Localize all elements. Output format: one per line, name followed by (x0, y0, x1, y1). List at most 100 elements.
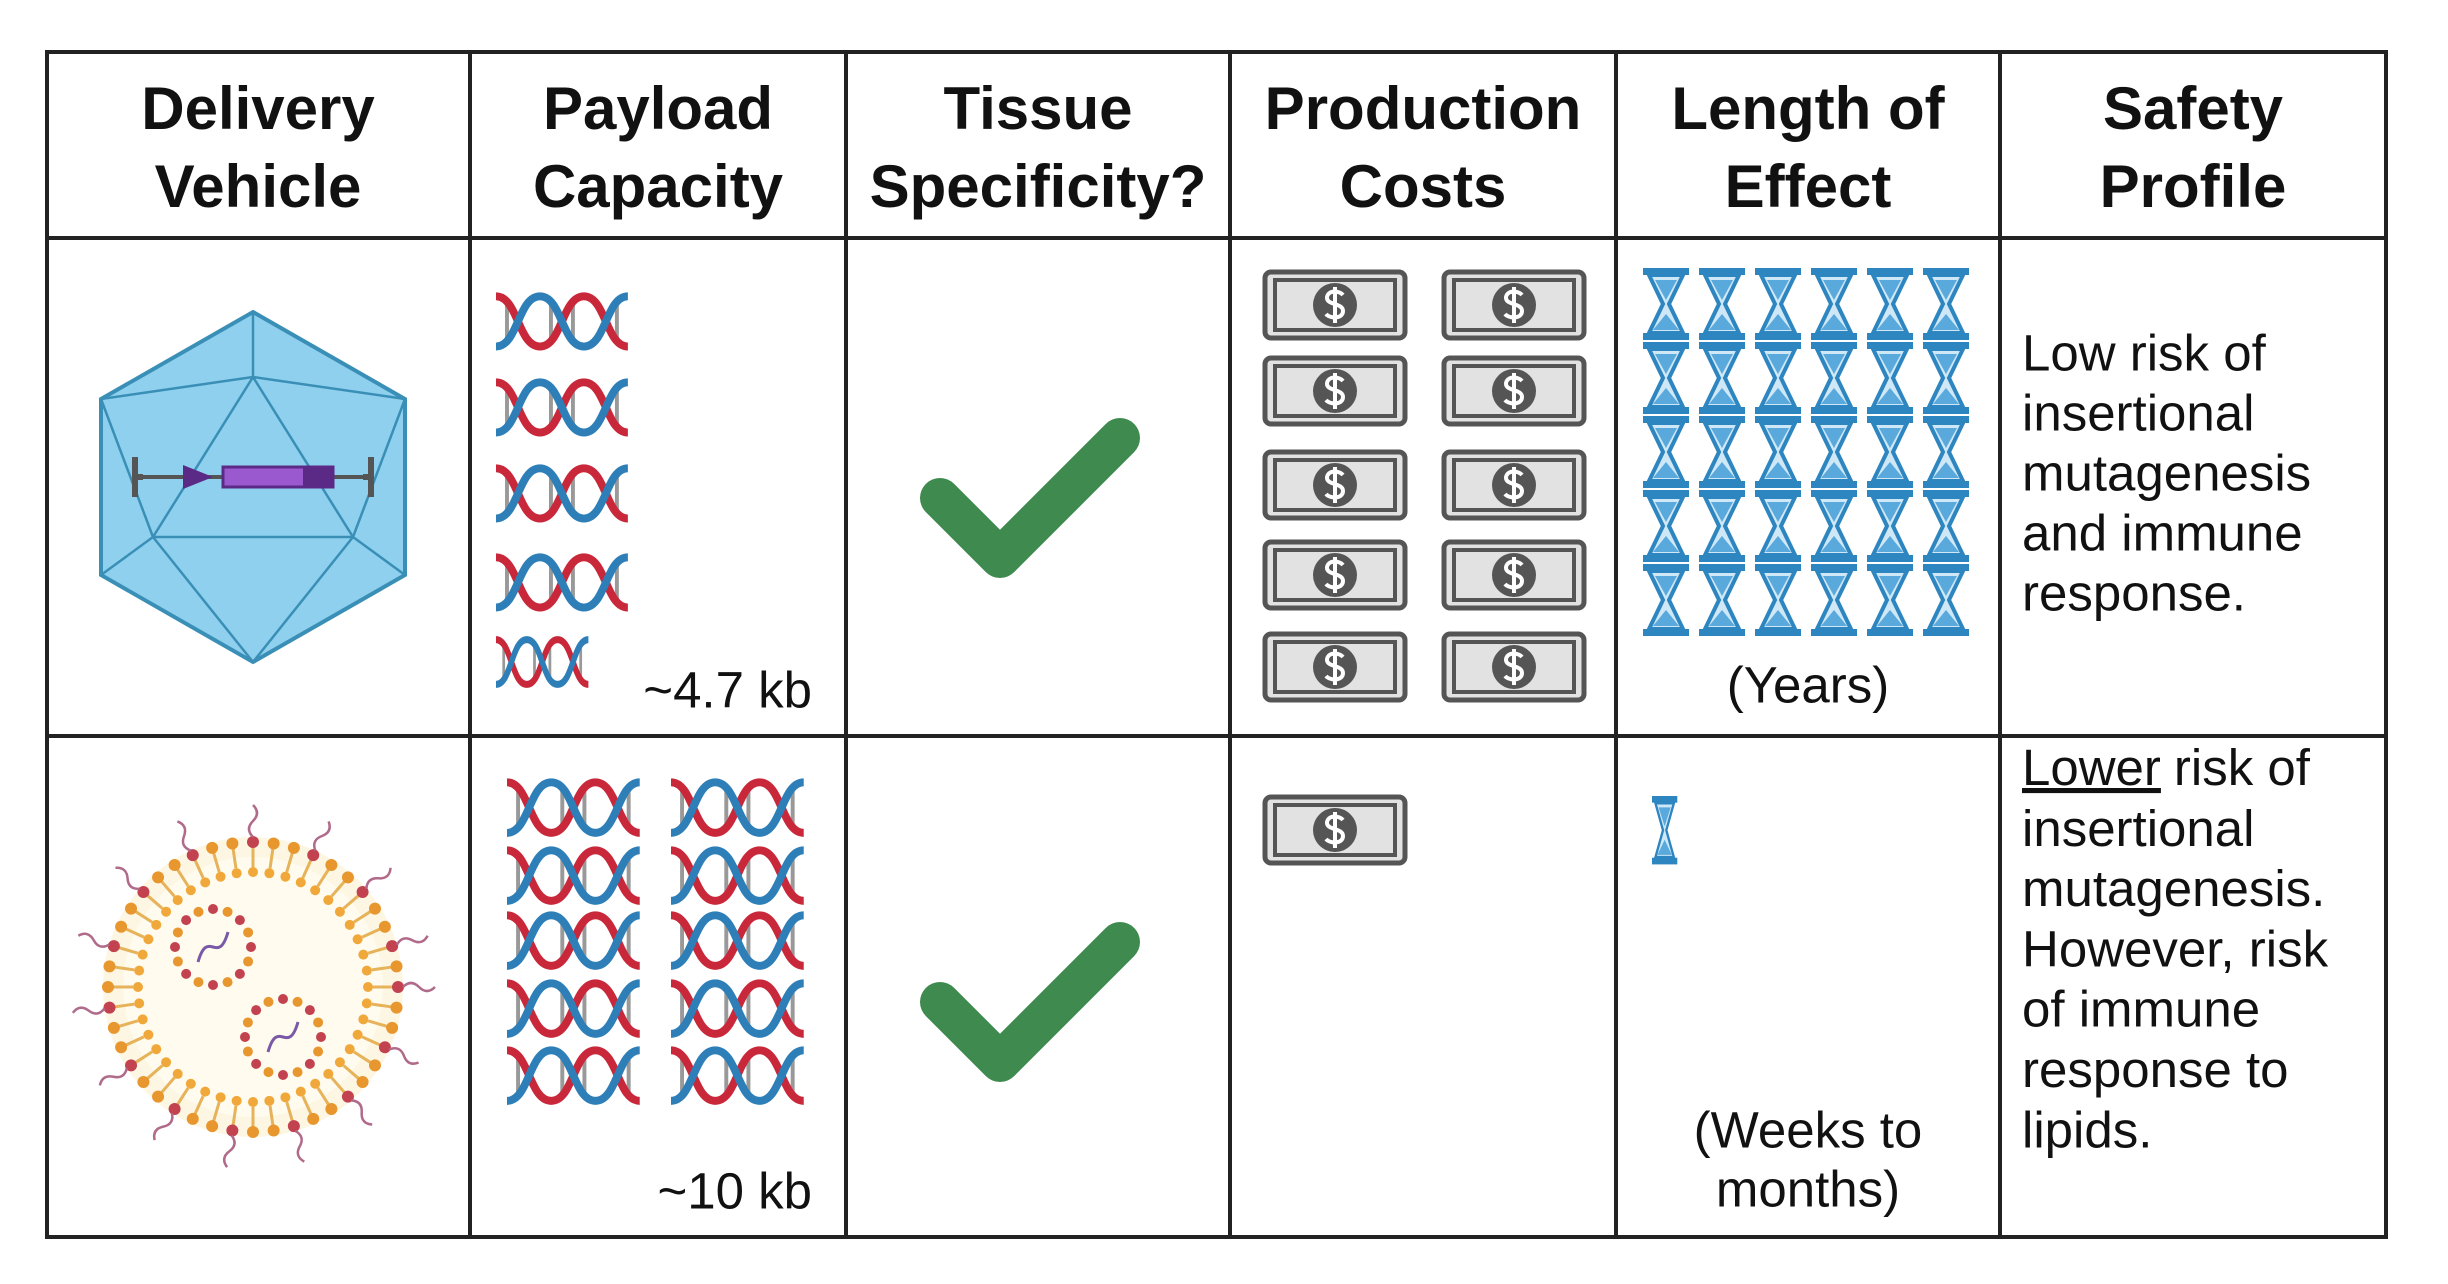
lipid-head (358, 1014, 369, 1025)
lipid-head (378, 920, 391, 933)
lipid-head (115, 1041, 128, 1054)
inner-lipid (263, 1067, 274, 1078)
lipid-head (310, 1078, 321, 1089)
lipid-head (103, 1001, 116, 1014)
lipid-head (344, 1044, 355, 1055)
safety-text: response. (2022, 564, 2246, 621)
lipid-head (344, 919, 355, 930)
lipid-head (356, 1075, 369, 1088)
safety-text-rest: risk of (2174, 739, 2311, 796)
lipid-head (172, 1068, 183, 1079)
aav-capsid-icon (99, 309, 407, 665)
lipid-head (358, 949, 369, 960)
lipid-head (231, 1095, 242, 1106)
lipid-head (168, 859, 181, 872)
lipid-tail (212, 852, 221, 873)
lipid-head (185, 885, 196, 896)
hourglass-icon (1641, 414, 1691, 490)
inner-lipid (313, 1017, 324, 1028)
hourglass-icon (1865, 562, 1915, 638)
duration-label: (Weeks to (1694, 1101, 1923, 1158)
lipid-head (361, 998, 372, 1009)
lipid-head (248, 867, 258, 877)
lipid-head (352, 1029, 363, 1040)
lipid-head (323, 1068, 334, 1079)
lipid-head (133, 982, 143, 992)
hourglass-icon (1697, 266, 1747, 342)
lipid-tail (367, 1019, 388, 1028)
safety-text: and immune (2022, 504, 2303, 561)
lipid-head (280, 871, 291, 882)
hourglass-icon (1697, 340, 1747, 416)
lipid-tail (160, 1076, 176, 1094)
hourglass-icon (1865, 414, 1915, 490)
lipid-tail (193, 859, 205, 879)
lipid-head (390, 1001, 403, 1014)
lipid-head (323, 895, 334, 906)
inner-lipid (316, 1032, 326, 1042)
lipid-head (334, 906, 345, 917)
column-header: Tissue (944, 75, 1133, 142)
lipid-head (185, 1078, 196, 1089)
dna-icon (507, 915, 640, 966)
lipid-nanoparticle-icon (71, 804, 436, 1168)
dna-icon (496, 557, 628, 607)
inner-lipid (251, 1058, 262, 1069)
lipid-tail (316, 868, 330, 887)
lipid-tail (114, 965, 135, 972)
column-header: Delivery (141, 75, 375, 142)
lipid-head (186, 1112, 199, 1125)
inner-lipid (243, 956, 254, 967)
peg-chain (115, 866, 140, 891)
lipid-head (152, 1090, 165, 1103)
money-icon (1265, 634, 1405, 700)
lipid-tail (176, 868, 190, 887)
hourglass-icon (1865, 340, 1915, 416)
lipid-head (307, 1112, 320, 1125)
money-icon (1265, 272, 1405, 338)
inner-lipid (222, 906, 233, 917)
check-icon (940, 942, 1120, 1062)
lipid-tail (301, 1095, 313, 1115)
column-header: Payload (543, 75, 773, 142)
hourglass-icon (1753, 414, 1803, 490)
peg-chain (98, 1067, 129, 1086)
money-icon (1444, 452, 1584, 518)
dna-icon (496, 640, 588, 685)
lipid-head (325, 859, 338, 872)
lipid-tail (301, 859, 313, 879)
inner-lipid (278, 1070, 288, 1080)
duration-label: months) (1716, 1160, 1900, 1217)
lipid-head (206, 841, 219, 854)
lipid-tail (146, 1064, 164, 1080)
money-icon (1265, 452, 1405, 518)
lipid-tail (118, 1019, 139, 1028)
peg-chain (395, 935, 429, 946)
hourglass-icon (1865, 266, 1915, 342)
inner-lipid (246, 942, 256, 952)
lipid-tail (330, 880, 346, 898)
peg-chain (71, 1006, 106, 1015)
lipid-tail (160, 880, 176, 898)
transgene-cassette (132, 457, 374, 497)
lipid-head (248, 1097, 258, 1107)
hourglass-icon (1921, 266, 1971, 342)
column-header: Specificity? (870, 153, 1207, 220)
lipid-head (226, 837, 239, 850)
lipid-tail (231, 1105, 238, 1126)
dna-icon (671, 1050, 804, 1101)
hourglass-icon (1809, 488, 1859, 564)
emphasis: Lower (2022, 739, 2161, 796)
lipid-head (143, 934, 154, 945)
peg-chain (77, 932, 110, 948)
dna-icon (496, 382, 628, 432)
inner-lipid (193, 977, 204, 988)
lipid-head (247, 1126, 259, 1138)
safety-text: However, risk (2022, 920, 2329, 977)
lipid-head (137, 886, 150, 899)
inner-lipid (170, 942, 180, 952)
hourglass-icon (1753, 340, 1803, 416)
inner-lipid (292, 1067, 303, 1078)
peg-chain (152, 1112, 174, 1141)
peg-chain (365, 867, 392, 889)
